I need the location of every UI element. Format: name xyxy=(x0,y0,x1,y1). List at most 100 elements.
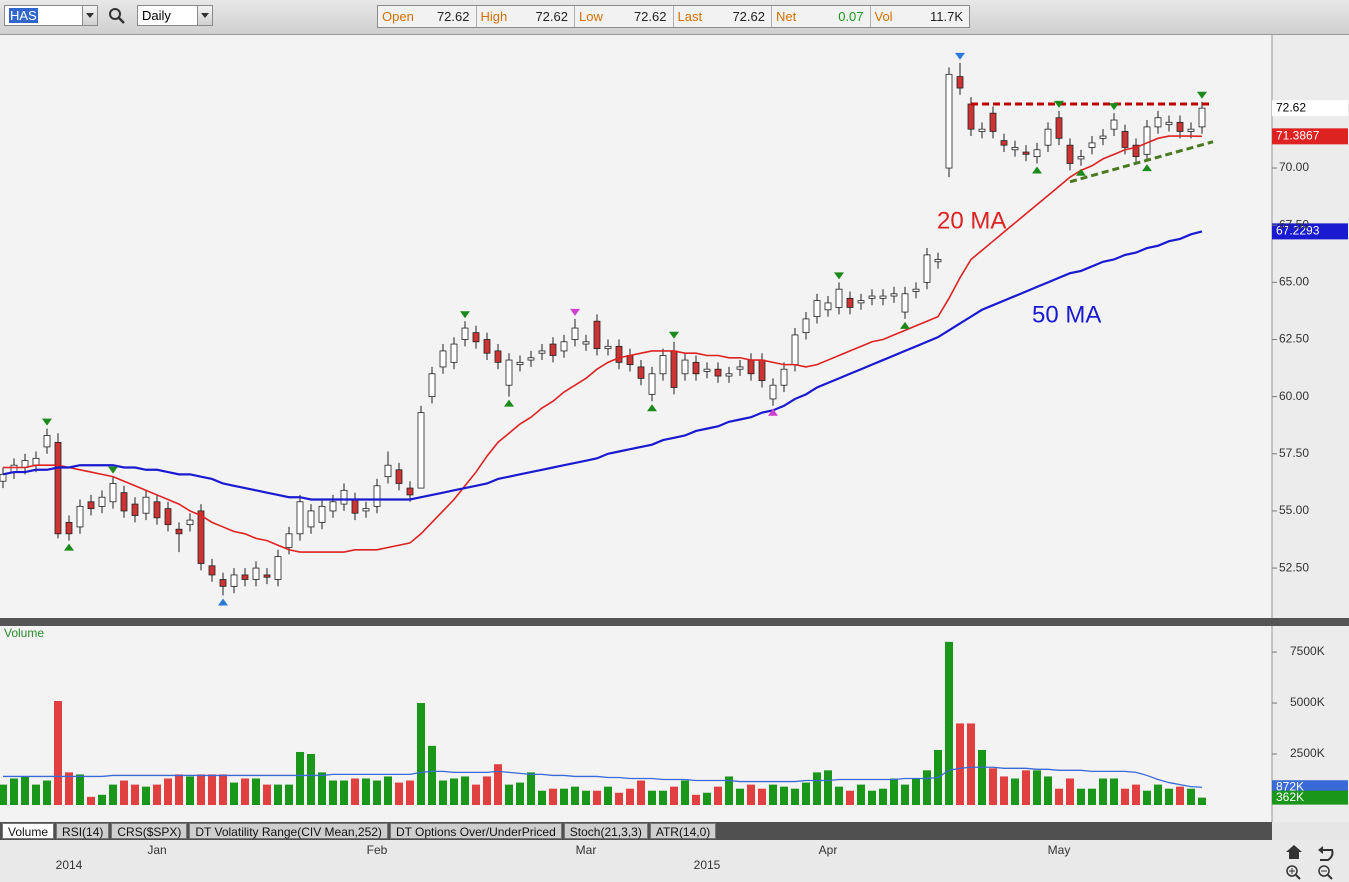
volume-bar xyxy=(703,792,711,805)
candle-body xyxy=(747,359,755,375)
last-value-label: 362K xyxy=(1276,790,1304,804)
volume-bar xyxy=(615,792,623,805)
last-value-box xyxy=(1272,790,1348,805)
volume-bar xyxy=(505,784,513,805)
volume-bar xyxy=(175,774,183,805)
candle-body xyxy=(483,339,491,354)
candle-body xyxy=(978,128,986,132)
volume-bar xyxy=(230,782,238,805)
indicator-tab[interactable]: ATR(14,0) xyxy=(649,823,717,839)
volume-bar xyxy=(1198,797,1206,805)
volume-bar xyxy=(857,784,865,805)
y-tick-label: 60.00 xyxy=(1279,389,1309,403)
indicator-tab[interactable]: DT Volatility Range(CIV Mean,252) xyxy=(189,823,388,839)
quote-value: 72.62 xyxy=(633,9,667,24)
candle-body xyxy=(1132,144,1140,158)
signal-marker xyxy=(218,598,228,606)
zoom-in-button[interactable] xyxy=(1286,865,1301,880)
year-label: 2015 xyxy=(694,858,721,872)
candle-body xyxy=(989,112,997,132)
quote-value: 72.62 xyxy=(535,9,568,24)
indicator-tab[interactable]: Volume xyxy=(2,823,55,839)
volume-bar xyxy=(692,794,700,805)
candle-body xyxy=(230,574,238,587)
candle-body xyxy=(505,359,513,386)
x-tick-label: Mar xyxy=(576,843,597,857)
candle-body xyxy=(824,302,832,311)
indicator-tab[interactable]: RSI(14) xyxy=(56,823,110,839)
symbol-input[interactable]: HAS xyxy=(4,5,84,26)
candle-body xyxy=(351,499,359,514)
last-value-box xyxy=(1272,128,1348,145)
candle-body xyxy=(923,254,931,283)
interval-dropdown[interactable] xyxy=(197,5,213,26)
candle-body xyxy=(373,485,381,507)
candle-body xyxy=(1154,117,1162,128)
volume-bar xyxy=(1033,770,1041,805)
volume-bar xyxy=(307,754,315,805)
candle-body xyxy=(912,288,920,292)
candle-body xyxy=(758,359,766,382)
candle-body xyxy=(791,334,799,366)
volume-bar xyxy=(549,788,557,805)
price-plot: 20 MA 50 MA 72.62 71.3867 67.2293 Jan Feb Mar Ap… xyxy=(0,52,1348,872)
zoom-out-button[interactable] xyxy=(1318,865,1333,880)
indicator-tab[interactable]: DT Options Over/UnderPriced xyxy=(389,823,562,839)
volume-bar xyxy=(769,784,777,805)
last-value-label: 67.2293 xyxy=(1276,224,1320,238)
volume-bar xyxy=(406,780,414,805)
candle-body xyxy=(1143,126,1151,155)
candle-body xyxy=(538,350,546,354)
volume-bar xyxy=(21,776,29,805)
signal-marker xyxy=(1109,103,1119,111)
ma-annotation: 20 MA xyxy=(937,207,1006,234)
candle-body xyxy=(780,368,788,386)
candle-body xyxy=(164,508,172,526)
symbol-dropdown[interactable] xyxy=(82,5,98,26)
y-tick-label: 2500K xyxy=(1290,746,1325,760)
home-button[interactable] xyxy=(1286,845,1302,859)
volume-bar xyxy=(43,780,51,805)
symbol: HAS xyxy=(9,8,38,23)
volume-bar xyxy=(461,776,469,805)
volume-bar xyxy=(1121,788,1129,805)
candle-body xyxy=(835,288,843,308)
volume-bar xyxy=(417,703,425,805)
candle-body xyxy=(1121,131,1129,148)
candle-body xyxy=(659,355,667,375)
volume-bar xyxy=(670,786,678,805)
candle-body xyxy=(252,567,260,580)
quote-label: Open xyxy=(382,9,414,24)
volume-bar xyxy=(846,790,854,805)
last-value-label: 72.62 xyxy=(1276,100,1306,114)
volume-bar xyxy=(186,776,194,805)
volume-bar xyxy=(659,790,667,805)
indicator-tab[interactable]: Stoch(21,3,3) xyxy=(563,823,648,839)
interval-select[interactable]: Daily xyxy=(137,5,213,26)
candle-body xyxy=(846,297,854,308)
volume-bar xyxy=(384,776,392,805)
search-icon[interactable] xyxy=(107,6,127,26)
volume-bar xyxy=(1077,788,1085,805)
candle-body xyxy=(615,345,623,363)
candle-body xyxy=(406,487,414,496)
volume-bar xyxy=(978,749,986,805)
volume-bar xyxy=(901,784,909,805)
undo-button[interactable] xyxy=(1318,846,1334,861)
candle-body xyxy=(1198,107,1206,128)
volume-bar xyxy=(197,774,205,805)
indicator-tab[interactable]: CRS($SPX) xyxy=(111,823,188,839)
volume-bar xyxy=(472,784,480,805)
candle-body xyxy=(65,521,73,535)
candle-body xyxy=(813,300,821,318)
candle-body xyxy=(648,373,656,395)
candle-body xyxy=(395,469,403,484)
volume-bar xyxy=(637,780,645,805)
candle-body xyxy=(692,361,700,375)
quote-cell: Vol 11.7K xyxy=(871,6,970,27)
signal-marker xyxy=(570,308,580,316)
candle-body xyxy=(153,501,161,519)
candle-body xyxy=(1077,156,1085,160)
